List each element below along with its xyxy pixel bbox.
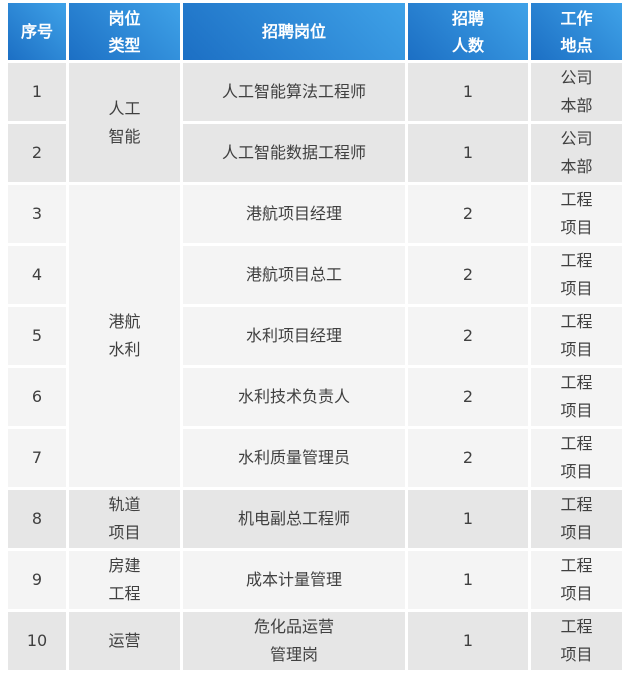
cell-count: 1 bbox=[408, 551, 528, 609]
cell-position-type: 运营 bbox=[69, 612, 180, 670]
cell-position: 水利技术负责人 bbox=[183, 368, 405, 426]
table-row: 6 水利技术负责人 2 工程 项目 bbox=[8, 368, 622, 426]
header-position: 招聘岗位 bbox=[183, 3, 405, 60]
cell-location: 工程 项目 bbox=[531, 307, 622, 365]
cell-count: 2 bbox=[408, 246, 528, 304]
cell-location: 工程 项目 bbox=[531, 551, 622, 609]
cell-position-type: 人工 智能 bbox=[69, 63, 180, 182]
cell-position: 人工智能算法工程师 bbox=[183, 63, 405, 121]
header-no: 序号 bbox=[8, 3, 66, 60]
recruitment-table: 序号 岗位 类型 招聘岗位 招聘 人数 工作 地点 1 人工 智能 人工智能算法… bbox=[5, 0, 625, 673]
cell-position-type: 轨道 项目 bbox=[69, 490, 180, 548]
cell-location: 工程 项目 bbox=[531, 429, 622, 487]
table-header: 序号 岗位 类型 招聘岗位 招聘 人数 工作 地点 bbox=[8, 3, 622, 60]
cell-position: 水利项目经理 bbox=[183, 307, 405, 365]
table-row: 5 水利项目经理 2 工程 项目 bbox=[8, 307, 622, 365]
table-row: 2 人工智能数据工程师 1 公司 本部 bbox=[8, 124, 622, 182]
cell-no: 3 bbox=[8, 185, 66, 243]
cell-count: 2 bbox=[408, 429, 528, 487]
cell-location: 工程 项目 bbox=[531, 185, 622, 243]
cell-location: 公司 本部 bbox=[531, 124, 622, 182]
cell-count: 2 bbox=[408, 307, 528, 365]
cell-location: 工程 项目 bbox=[531, 612, 622, 670]
cell-no: 5 bbox=[8, 307, 66, 365]
cell-position: 港航项目总工 bbox=[183, 246, 405, 304]
cell-position: 成本计量管理 bbox=[183, 551, 405, 609]
table-row: 1 人工 智能 人工智能算法工程师 1 公司 本部 bbox=[8, 63, 622, 182]
table-row: 7 水利质量管理员 2 工程 项目 bbox=[8, 429, 622, 487]
cell-no: 7 bbox=[8, 429, 66, 487]
cell-location: 工程 项目 bbox=[531, 246, 622, 304]
cell-count: 1 bbox=[408, 124, 528, 182]
cell-position: 港航项目经理 bbox=[183, 185, 405, 243]
table-row: 8 轨道 项目 机电副总工程师 1 工程 项目 bbox=[8, 490, 622, 548]
cell-position: 人工智能数据工程师 bbox=[183, 124, 405, 182]
cell-location: 工程 项目 bbox=[531, 368, 622, 426]
cell-no: 6 bbox=[8, 368, 66, 426]
cell-no: 2 bbox=[8, 124, 66, 182]
cell-count: 2 bbox=[408, 185, 528, 243]
cell-count: 1 bbox=[408, 490, 528, 548]
cell-position: 危化品运营 管理岗 bbox=[183, 612, 405, 670]
cell-no: 4 bbox=[8, 246, 66, 304]
cell-position: 机电副总工程师 bbox=[183, 490, 405, 548]
cell-location: 工程 项目 bbox=[531, 490, 622, 548]
header-count: 招聘 人数 bbox=[408, 3, 528, 60]
header-type: 岗位 类型 bbox=[69, 3, 180, 60]
cell-count: 2 bbox=[408, 368, 528, 426]
cell-position-type: 港航 水利 bbox=[69, 185, 180, 487]
cell-count: 1 bbox=[408, 612, 528, 670]
header-row: 序号 岗位 类型 招聘岗位 招聘 人数 工作 地点 bbox=[8, 3, 622, 60]
cell-position: 水利质量管理员 bbox=[183, 429, 405, 487]
cell-no: 10 bbox=[8, 612, 66, 670]
cell-no: 1 bbox=[8, 63, 66, 121]
cell-position-type: 房建 工程 bbox=[69, 551, 180, 609]
cell-no: 8 bbox=[8, 490, 66, 548]
header-location: 工作 地点 bbox=[531, 3, 622, 60]
table-body: 1 人工 智能 人工智能算法工程师 1 公司 本部 2 人工智能数据工程师 1 … bbox=[8, 63, 622, 670]
table-row: 4 港航项目总工 2 工程 项目 bbox=[8, 246, 622, 304]
table-row: 9 房建 工程 成本计量管理 1 工程 项目 bbox=[8, 551, 622, 609]
cell-count: 1 bbox=[408, 63, 528, 121]
cell-no: 9 bbox=[8, 551, 66, 609]
table-row: 10 运营 危化品运营 管理岗 1 工程 项目 bbox=[8, 612, 622, 670]
table-row: 3 港航 水利 港航项目经理 2 工程 项目 bbox=[8, 185, 622, 487]
cell-location: 公司 本部 bbox=[531, 63, 622, 121]
